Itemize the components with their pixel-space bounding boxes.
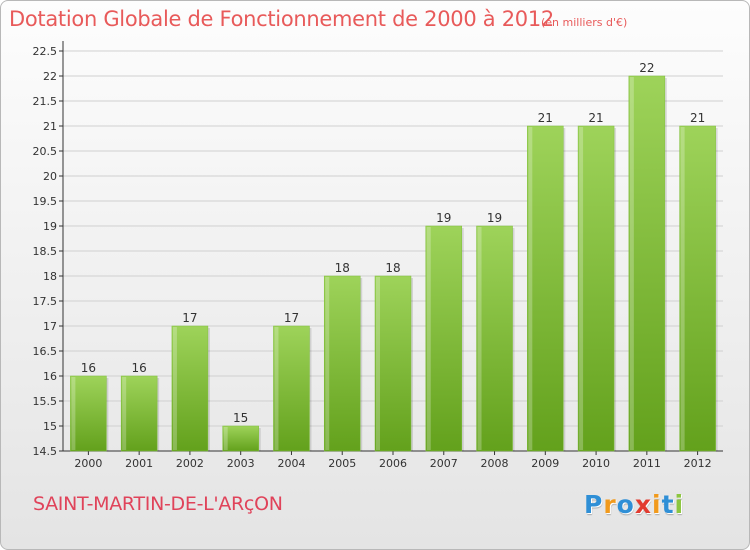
y-tick-label: 20 <box>43 170 57 183</box>
y-tick-label: 17 <box>43 320 57 333</box>
logo-letter: P <box>584 490 604 519</box>
bar <box>120 375 158 452</box>
x-tick-label: 2005 <box>328 457 356 470</box>
bar-highlight <box>325 277 330 450</box>
logo-letter: i <box>652 490 662 519</box>
commune-name: SAINT-MARTIN-DE-L'ARçON <box>33 493 283 515</box>
bar <box>171 325 209 452</box>
bar-highlight <box>680 127 685 450</box>
y-tick-label: 18.5 <box>33 245 58 258</box>
bar <box>222 425 259 452</box>
x-tick-label: 2009 <box>531 457 559 470</box>
data-label: 21 <box>538 111 553 125</box>
y-tick-label: 16.5 <box>33 345 58 358</box>
logo-letter: i <box>674 490 685 519</box>
bar <box>374 275 412 452</box>
data-label: 21 <box>690 111 705 125</box>
bar-highlight <box>122 377 127 450</box>
data-label: 19 <box>487 211 502 225</box>
y-tick-label: 19.5 <box>33 195 58 208</box>
y-tick-label: 20.5 <box>33 145 58 158</box>
y-tick-label: 18 <box>43 270 57 283</box>
y-tick-label: 15 <box>43 420 57 433</box>
data-label: 15 <box>233 411 248 425</box>
data-labels: 16 16 17 15 17 18 18 19 19 21 21 22 21 <box>81 61 706 425</box>
bar <box>577 125 615 452</box>
bar-highlight <box>223 427 228 450</box>
logo-letter: t <box>661 490 675 519</box>
x-tick-label: 2011 <box>633 457 661 470</box>
x-tick-label: 2008 <box>481 457 509 470</box>
bar-highlight <box>426 227 431 450</box>
x-tick-label: 2004 <box>277 457 305 470</box>
data-label: 17 <box>284 311 299 325</box>
data-label: 17 <box>182 311 197 325</box>
x-tick-label: 2001 <box>125 457 153 470</box>
y-tick-label: 15.5 <box>33 395 58 408</box>
data-label: 16 <box>81 361 96 375</box>
bar <box>425 225 463 452</box>
x-tick-label: 2010 <box>582 457 610 470</box>
logo-letter: x <box>634 490 652 519</box>
x-tick-label: 2000 <box>74 457 102 470</box>
unit-note: (en milliers d'€) <box>541 16 628 29</box>
y-tick-label: 21.5 <box>33 95 58 108</box>
logo-letter: r <box>603 490 617 519</box>
x-tick-label: 2002 <box>176 457 204 470</box>
bar <box>323 275 361 452</box>
y-tick-label: 19 <box>43 220 57 233</box>
bar <box>527 125 564 452</box>
x-tick-label: 2006 <box>379 457 407 470</box>
x-tick-label: 2003 <box>227 457 255 470</box>
bar <box>273 325 310 452</box>
bar-highlight <box>71 377 76 450</box>
bar <box>628 75 666 452</box>
data-label: 21 <box>588 111 603 125</box>
y-tick-label: 21 <box>43 120 57 133</box>
logo-letter: o <box>616 490 635 519</box>
bar-highlight <box>172 327 177 450</box>
data-label: 16 <box>132 361 147 375</box>
x-tick-label: 2007 <box>430 457 458 470</box>
bar-highlight <box>274 327 279 450</box>
y-tick-label: 17.5 <box>33 295 58 308</box>
data-label: 18 <box>335 261 350 275</box>
bars <box>70 75 718 452</box>
data-label: 22 <box>639 61 654 75</box>
bar-highlight <box>579 127 584 450</box>
data-label: 18 <box>385 261 400 275</box>
x-tick-label: 2012 <box>684 457 712 470</box>
axes: 14.5 15 15.5 16 16.5 17 17.5 18 18.5 19 19.5 20 20.5… <box>33 41 723 470</box>
bar-highlight <box>528 127 533 450</box>
bar-highlight <box>477 227 482 450</box>
y-tick-label: 22 <box>43 70 57 83</box>
bar-highlight <box>376 277 380 450</box>
proxiti-logo[interactable]: Proxiti <box>584 490 684 519</box>
bar <box>679 125 716 452</box>
bar <box>70 375 107 452</box>
y-tick-label: 16 <box>43 370 57 383</box>
bar-highlight <box>629 77 634 450</box>
bar <box>476 225 513 452</box>
chart-title: Dotation Globale de Fonctionnement de 20… <box>9 7 554 31</box>
y-tick-label: 14.5 <box>33 445 58 458</box>
data-label: 19 <box>436 211 451 225</box>
y-tick-label: 22.5 <box>33 45 58 58</box>
